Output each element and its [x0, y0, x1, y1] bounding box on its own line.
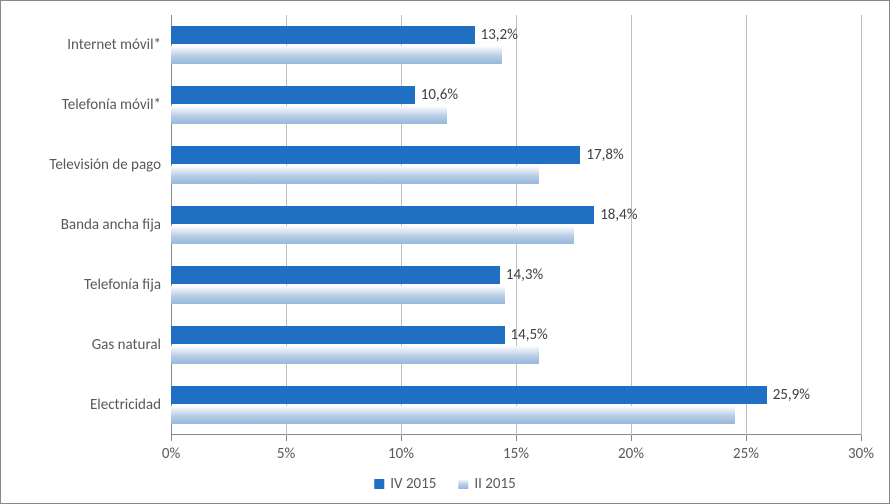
legend-item-primary: IV 2015	[374, 475, 436, 493]
bar-primary	[171, 386, 767, 404]
y-category-label: Electricidad	[90, 396, 161, 414]
x-tick	[286, 435, 287, 441]
bar-secondary	[171, 106, 447, 124]
grid-line	[746, 15, 747, 435]
data-label: 14,5%	[511, 326, 548, 344]
bar-primary	[171, 326, 505, 344]
bar-secondary	[171, 346, 539, 364]
bar-primary	[171, 26, 475, 44]
data-label: 10,6%	[421, 86, 458, 104]
y-category-label: Gas natural	[92, 336, 161, 354]
data-label: 17,8%	[586, 146, 623, 164]
legend: IV 2015 II 2015	[374, 475, 515, 493]
bar-primary	[171, 86, 415, 104]
x-tick	[746, 435, 747, 441]
x-tick-label: 15%	[503, 445, 529, 463]
x-tick-label: 5%	[277, 445, 295, 463]
bar-secondary	[171, 166, 539, 184]
x-tick	[861, 435, 862, 441]
x-tick	[516, 435, 517, 441]
grid-line	[286, 15, 287, 435]
x-tick-label: 10%	[388, 445, 414, 463]
bar-primary	[171, 206, 594, 224]
grid-line	[631, 15, 632, 435]
legend-label-primary: IV 2015	[390, 475, 436, 493]
chart-container: 0% 5% 10% 15% 20% 25% 30% 13,2% 10,6% 17,8% 18,4% 1…	[0, 0, 890, 504]
x-tick-label: 30%	[848, 445, 874, 463]
x-tick	[401, 435, 402, 441]
x-tick	[631, 435, 632, 441]
grid-line	[401, 15, 402, 435]
x-tick	[171, 435, 172, 441]
data-label: 25,9%	[773, 386, 810, 404]
legend-label-secondary: II 2015	[474, 475, 515, 493]
x-tick-label: 25%	[733, 445, 759, 463]
y-category-label: Internet móvil*	[67, 36, 161, 54]
x-tick-label: 20%	[618, 445, 644, 463]
grid-line	[861, 15, 862, 435]
bar-secondary	[171, 46, 502, 64]
legend-item-secondary: II 2015	[458, 475, 515, 493]
legend-swatch-primary	[374, 479, 384, 489]
bar-secondary	[171, 286, 505, 304]
bar-primary	[171, 146, 580, 164]
data-label: 18,4%	[600, 206, 637, 224]
y-category-label: Televisión de pago	[49, 156, 161, 174]
bar-secondary	[171, 406, 735, 424]
grid-line	[516, 15, 517, 435]
plot-area: 0%5%10%15%20%25%30%13,2%10,6%17,8%18,4%1…	[171, 15, 861, 435]
y-category-label: Telefonía fija	[84, 276, 161, 294]
y-category-label: Telefonía móvil*	[62, 96, 161, 114]
y-category-label: Banda ancha fija	[61, 216, 161, 234]
legend-swatch-secondary	[458, 479, 468, 489]
data-label: 13,2%	[481, 26, 518, 44]
x-tick-label: 0%	[162, 445, 180, 463]
bar-secondary	[171, 226, 574, 244]
bar-primary	[171, 266, 500, 284]
data-label: 14,3%	[506, 266, 543, 284]
y-axis-line	[171, 15, 172, 435]
